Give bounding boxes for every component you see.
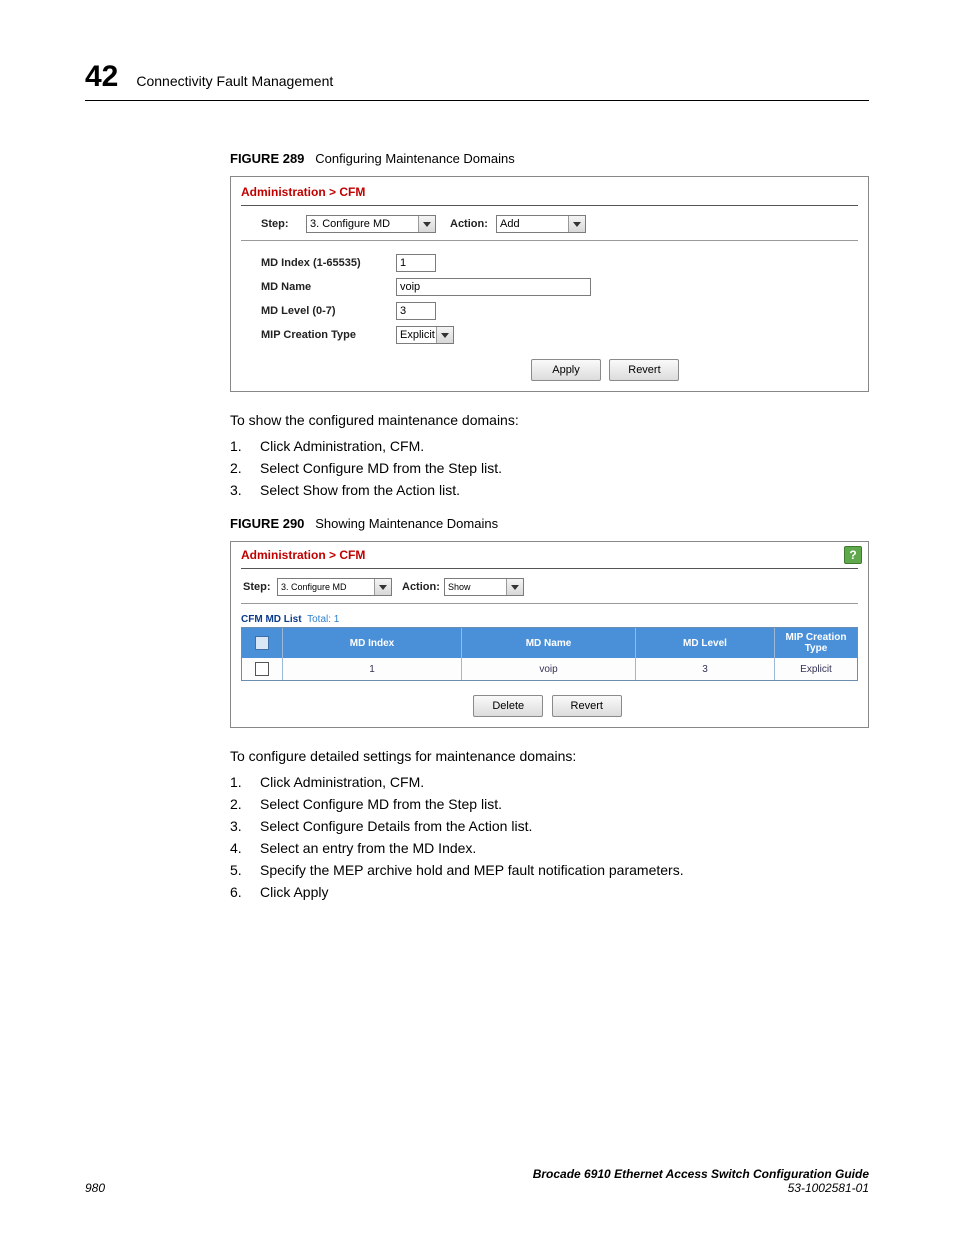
page-number: 980 bbox=[85, 1181, 105, 1195]
list-item: Click Administration, CFM. bbox=[260, 774, 424, 790]
list-item: Select Show from the Action list. bbox=[260, 482, 460, 498]
list-item: Click Administration, CFM. bbox=[260, 438, 424, 454]
chevron-down-icon bbox=[436, 327, 453, 343]
list-total-label: Total: bbox=[307, 614, 331, 625]
list-number: 1. bbox=[230, 438, 260, 454]
col-md-name: MD Name bbox=[462, 628, 636, 658]
chevron-down-icon bbox=[374, 579, 391, 595]
delete-button[interactable]: Delete bbox=[473, 695, 543, 717]
list-item: Select an entry from the MD Index. bbox=[260, 840, 476, 856]
action-value: Show bbox=[448, 582, 471, 592]
chevron-down-icon bbox=[506, 579, 523, 595]
figure-290-label: FIGURE 290 bbox=[230, 516, 304, 531]
steps-list-1: 1.Click Administration, CFM. 2.Select Co… bbox=[230, 438, 869, 498]
list-number: 2. bbox=[230, 460, 260, 476]
chapter-number: 42 bbox=[85, 60, 118, 94]
list-total-value: 1 bbox=[334, 614, 340, 625]
list-number: 4. bbox=[230, 840, 260, 856]
breadcrumb-sep: > bbox=[326, 185, 340, 199]
breadcrumb-b: CFM bbox=[339, 548, 365, 562]
md-index-label: MD Index (1-65535) bbox=[261, 257, 396, 269]
mip-type-value: Explicit bbox=[400, 329, 435, 341]
col-mip-type: MIP Creation Type bbox=[775, 628, 857, 658]
button-row: Delete Revert bbox=[231, 687, 868, 727]
figure-290-panel: Administration > CFM ? Step: 3. Configur… bbox=[230, 541, 869, 728]
step-select[interactable]: 3. Configure MD bbox=[306, 215, 436, 233]
step-label: Step: bbox=[243, 581, 277, 593]
action-label: Action: bbox=[402, 581, 444, 593]
action-value: Add bbox=[500, 218, 520, 230]
breadcrumb-a: Administration bbox=[241, 185, 326, 199]
list-number: 6. bbox=[230, 884, 260, 900]
figure-289-caption: FIGURE 289 Configuring Maintenance Domai… bbox=[230, 151, 869, 166]
button-row: Apply Revert bbox=[231, 351, 868, 391]
list-number: 1. bbox=[230, 774, 260, 790]
md-index-field[interactable] bbox=[396, 254, 436, 272]
list-item: Select Configure MD from the Step list. bbox=[260, 796, 502, 812]
table-header: MD Index MD Name MD Level MIP Creation T… bbox=[242, 628, 857, 658]
help-icon[interactable]: ? bbox=[844, 546, 862, 564]
select-all-checkbox[interactable] bbox=[255, 636, 269, 650]
col-md-index: MD Index bbox=[283, 628, 462, 658]
footer-doc-title: Brocade 6910 Ethernet Access Switch Conf… bbox=[533, 1167, 869, 1181]
list-item: Specify the MEP archive hold and MEP fau… bbox=[260, 862, 684, 878]
breadcrumb: Administration > CFM bbox=[231, 177, 868, 205]
breadcrumb-b: CFM bbox=[339, 185, 365, 199]
list-item: Select Configure Details from the Action… bbox=[260, 818, 532, 834]
cell-mip-type: Explicit bbox=[775, 658, 857, 680]
intro-text-1: To show the configured maintenance domai… bbox=[230, 412, 869, 428]
md-name-label: MD Name bbox=[261, 281, 396, 293]
divider bbox=[241, 205, 858, 206]
cell-md-index: 1 bbox=[283, 658, 462, 680]
figure-289-panel: Administration > CFM Step: 3. Configure … bbox=[230, 176, 869, 392]
cell-md-level: 3 bbox=[636, 658, 775, 680]
list-title-text: CFM MD List bbox=[241, 614, 302, 625]
figure-290-title: Showing Maintenance Domains bbox=[315, 516, 498, 531]
figure-289-title: Configuring Maintenance Domains bbox=[315, 151, 514, 166]
figure-289-label: FIGURE 289 bbox=[230, 151, 304, 166]
footer-doc-id: 53-1002581-01 bbox=[533, 1181, 869, 1195]
breadcrumb-a: Administration bbox=[241, 548, 326, 562]
divider bbox=[241, 240, 858, 241]
md-level-field[interactable] bbox=[396, 302, 436, 320]
chapter-title: Connectivity Fault Management bbox=[136, 73, 333, 89]
mip-type-label: MIP Creation Type bbox=[261, 329, 396, 341]
action-select[interactable]: Show bbox=[444, 578, 524, 596]
list-item: Select Configure MD from the Step list. bbox=[260, 460, 502, 476]
breadcrumb-sep: > bbox=[326, 548, 340, 562]
apply-button[interactable]: Apply bbox=[531, 359, 601, 381]
step-select[interactable]: 3. Configure MD bbox=[277, 578, 392, 596]
action-label: Action: bbox=[450, 218, 496, 230]
md-level-label: MD Level (0-7) bbox=[261, 305, 396, 317]
md-name-field[interactable] bbox=[396, 278, 591, 296]
page-header: 42 Connectivity Fault Management bbox=[85, 60, 869, 101]
md-list-table: MD Index MD Name MD Level MIP Creation T… bbox=[241, 627, 858, 681]
list-number: 3. bbox=[230, 818, 260, 834]
mip-type-select[interactable]: Explicit bbox=[396, 326, 454, 344]
breadcrumb: Administration > CFM bbox=[241, 548, 365, 562]
chevron-down-icon bbox=[418, 216, 435, 232]
revert-button[interactable]: Revert bbox=[552, 695, 622, 717]
step-value: 3. Configure MD bbox=[310, 218, 390, 230]
list-number: 2. bbox=[230, 796, 260, 812]
action-select[interactable]: Add bbox=[496, 215, 586, 233]
chevron-down-icon bbox=[568, 216, 585, 232]
table-row: 1 voip 3 Explicit bbox=[242, 658, 857, 680]
row-checkbox[interactable] bbox=[255, 662, 269, 676]
list-number: 3. bbox=[230, 482, 260, 498]
revert-button[interactable]: Revert bbox=[609, 359, 679, 381]
col-md-level: MD Level bbox=[636, 628, 775, 658]
steps-list-2: 1.Click Administration, CFM. 2.Select Co… bbox=[230, 774, 869, 900]
figure-290-caption: FIGURE 290 Showing Maintenance Domains bbox=[230, 516, 869, 531]
divider bbox=[241, 568, 858, 569]
step-label: Step: bbox=[261, 218, 306, 230]
cell-md-name: voip bbox=[462, 658, 636, 680]
page-footer: 980 Brocade 6910 Ethernet Access Switch … bbox=[85, 1167, 869, 1195]
list-item: Click Apply bbox=[260, 884, 328, 900]
list-number: 5. bbox=[230, 862, 260, 878]
intro-text-2: To configure detailed settings for maint… bbox=[230, 748, 869, 764]
step-value: 3. Configure MD bbox=[281, 582, 347, 592]
divider bbox=[241, 603, 858, 604]
list-title: CFM MD List Total: 1 bbox=[231, 610, 868, 627]
